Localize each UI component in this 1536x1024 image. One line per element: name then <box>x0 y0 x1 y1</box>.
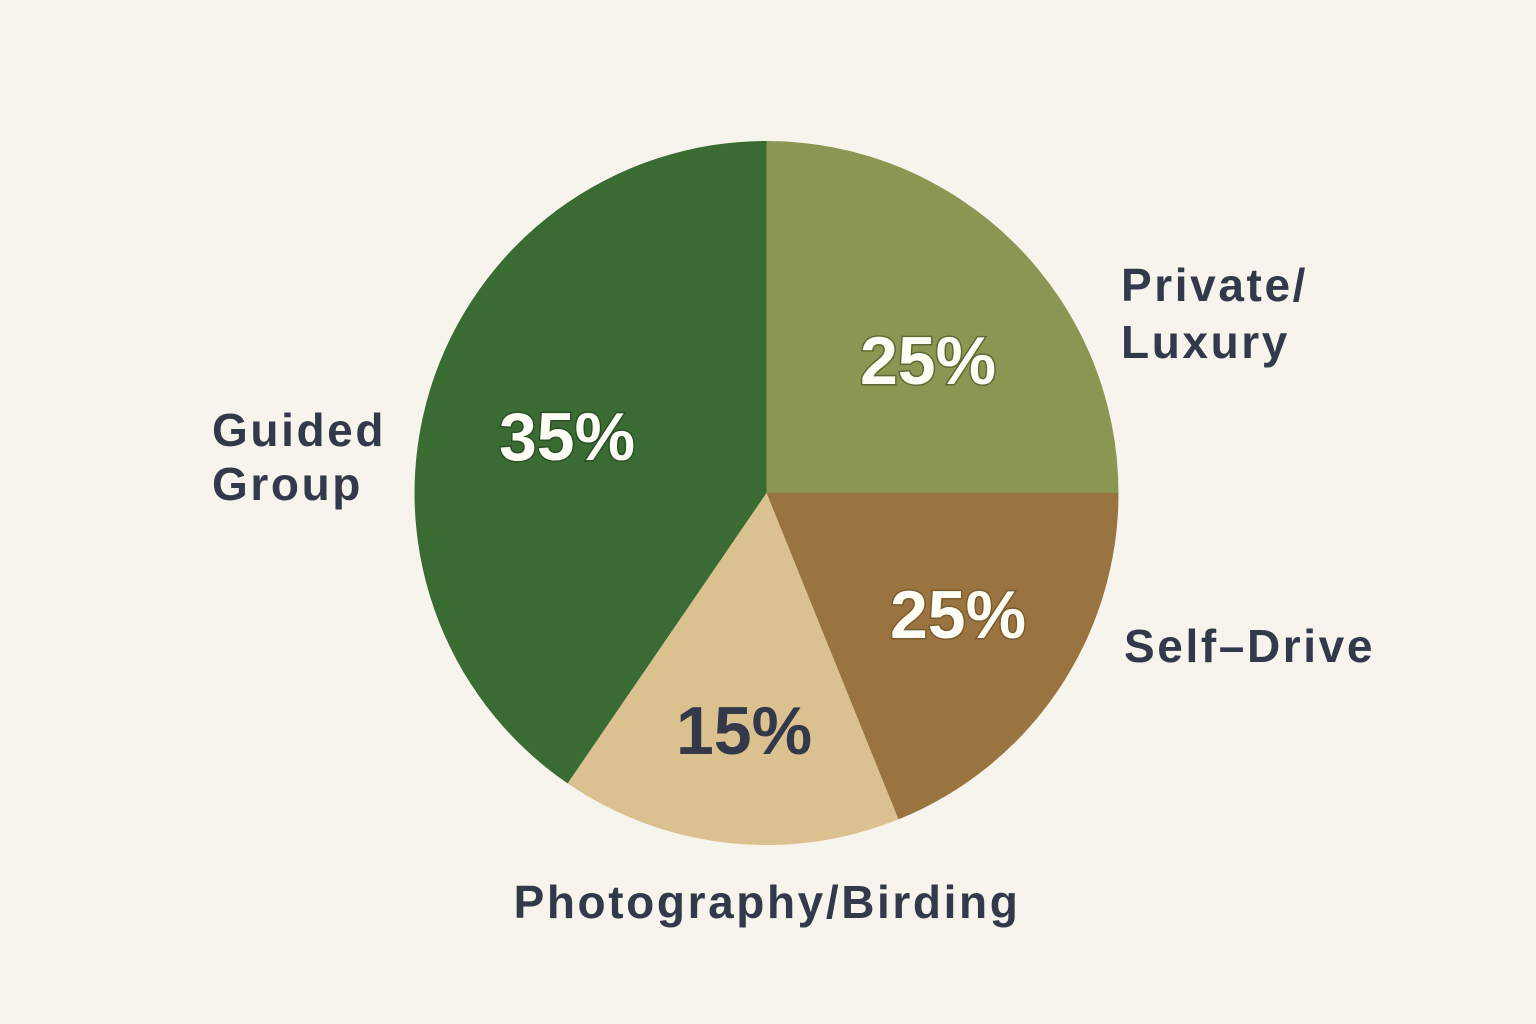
svg-text:25%: 25% <box>860 323 996 399</box>
svg-text:Guided: Guided <box>212 404 386 456</box>
svg-text:Photography/Birding: Photography/Birding <box>514 876 1021 928</box>
svg-text:25%: 25% <box>890 577 1026 653</box>
svg-text:Private/: Private/ <box>1121 259 1308 311</box>
svg-text:15%: 15% <box>676 693 812 769</box>
svg-text:35%: 35% <box>499 399 635 475</box>
svg-text:Group: Group <box>212 458 363 510</box>
svg-text:Luxury: Luxury <box>1121 316 1290 368</box>
svg-text:Self–Drive: Self–Drive <box>1124 620 1375 672</box>
